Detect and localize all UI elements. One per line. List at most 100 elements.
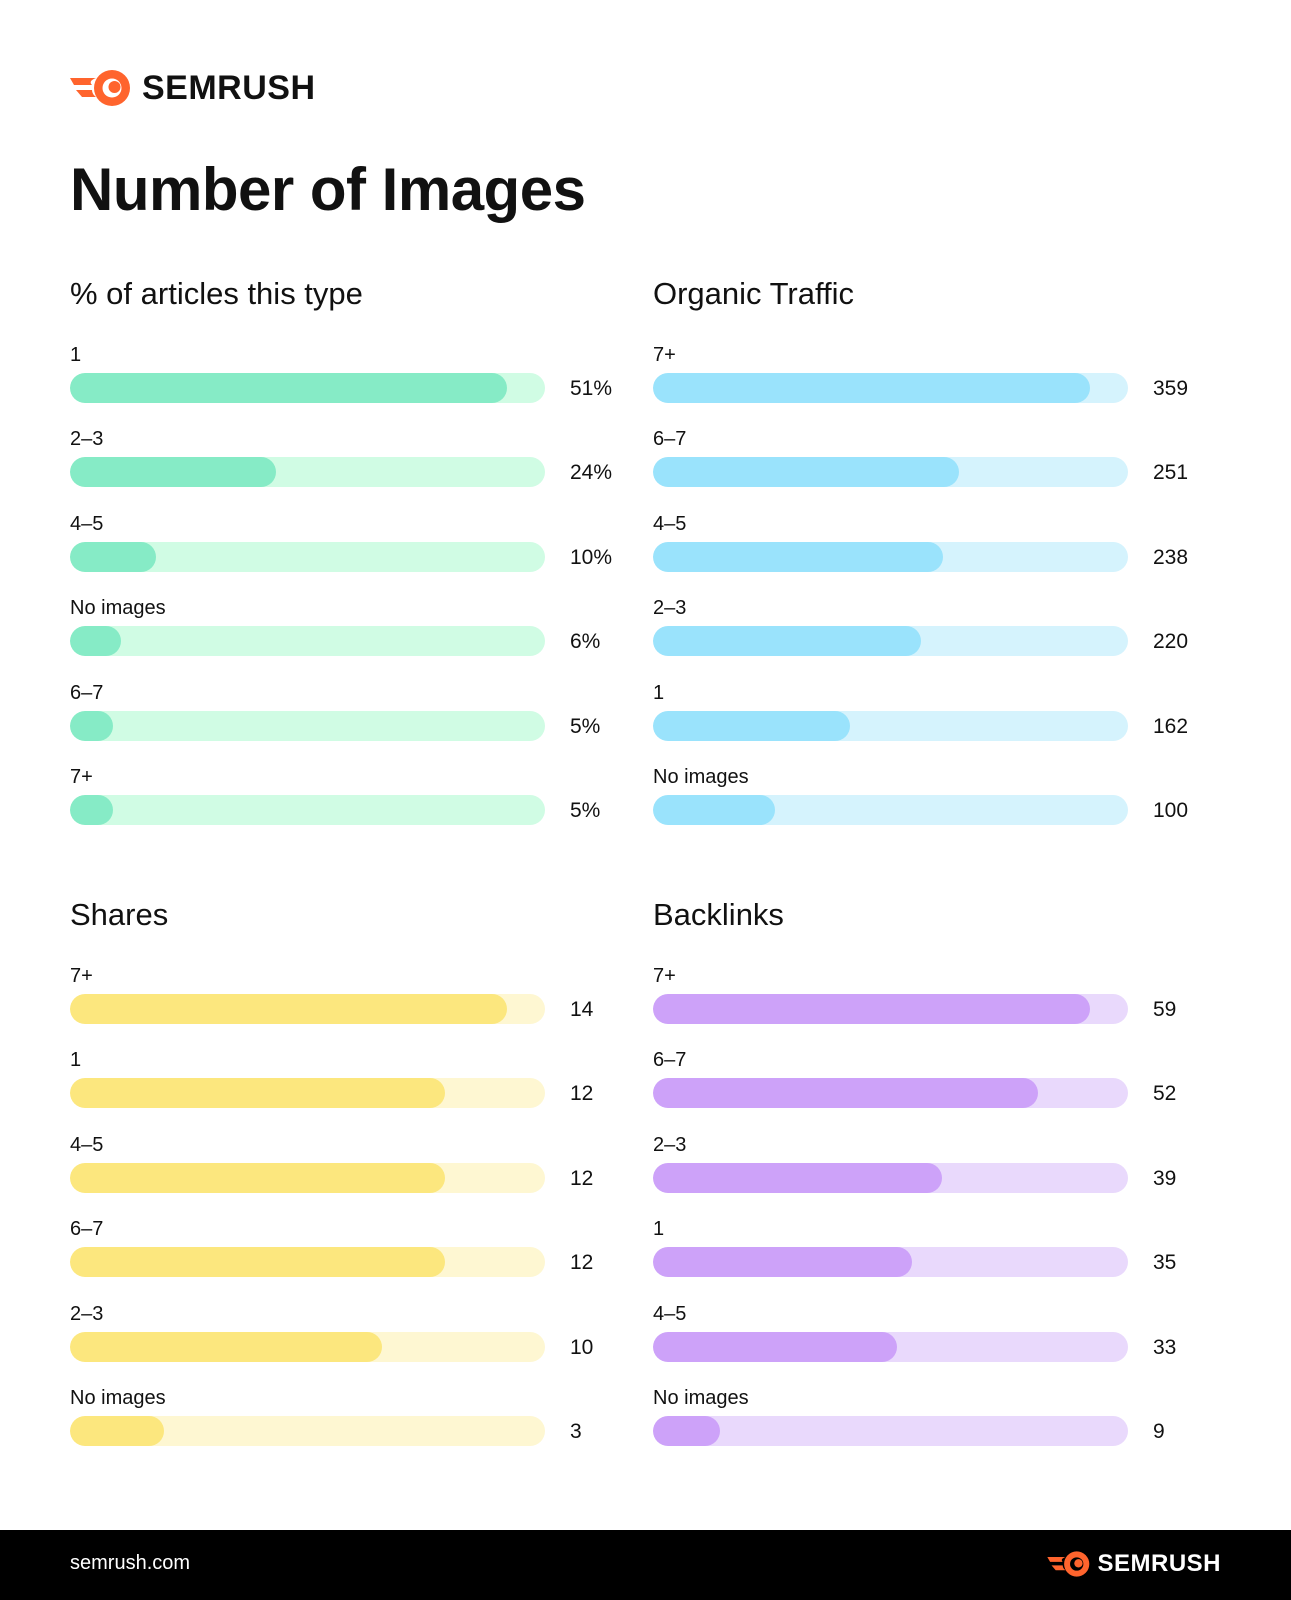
bar-row: No images 3 xyxy=(70,1388,630,1472)
bar xyxy=(70,1162,445,1193)
bar-value-label: 10 xyxy=(570,1335,594,1359)
bar-track xyxy=(653,1416,1128,1446)
bar xyxy=(70,626,121,657)
bar-row: 7+ 359 xyxy=(653,345,1213,429)
page-title: Number of Images xyxy=(70,156,586,223)
bar-category-label: 1 xyxy=(70,1049,82,1072)
bar xyxy=(70,1416,164,1446)
semrush-logo: SEMRUSH xyxy=(70,68,316,108)
bar-category-label: 4–5 xyxy=(70,512,104,535)
bar xyxy=(70,1247,445,1278)
bar xyxy=(653,1078,1038,1109)
footer: semrush.com SEMRUSH xyxy=(0,1530,1291,1600)
bar-category-label: 4–5 xyxy=(653,512,687,535)
bar-value-label: 6% xyxy=(570,630,601,654)
bar xyxy=(70,541,156,572)
bar-value-label: 33 xyxy=(1153,1335,1177,1359)
bar xyxy=(653,373,1090,403)
bar-category-label: 2–3 xyxy=(70,428,104,451)
bar xyxy=(653,1162,942,1193)
bar-row: No images 100 xyxy=(653,767,1213,851)
bar-track xyxy=(653,1247,1128,1278)
bar xyxy=(70,1078,445,1109)
footer-semrush-logo: SEMRUSH xyxy=(1047,1550,1221,1578)
bar xyxy=(70,795,113,825)
bar xyxy=(653,457,959,488)
bar-value-label: 10% xyxy=(570,545,613,569)
bar-track xyxy=(653,373,1128,403)
bar-category-label: 7+ xyxy=(653,965,676,987)
bar xyxy=(653,1416,720,1446)
bar-value-label: 12 xyxy=(570,1251,594,1275)
bar-row: No images 9 xyxy=(653,1388,1213,1472)
bar-category-label: 1 xyxy=(653,1218,665,1241)
bar-category-label: 6–7 xyxy=(653,428,687,451)
articles-share-title: % of articles this type xyxy=(70,276,363,311)
bar-track xyxy=(70,541,545,572)
bar-track xyxy=(653,457,1128,488)
bar-row: 4–5 10% xyxy=(70,514,630,598)
bar-value-label: 39 xyxy=(1153,1166,1177,1190)
bar-track xyxy=(70,1078,545,1109)
bar-value-label: 359 xyxy=(1153,377,1189,400)
bar-track xyxy=(70,1247,545,1278)
bar-value-label: 251 xyxy=(1153,461,1189,485)
bar-value-label: 12 xyxy=(570,1166,594,1190)
bar-category-label: No images xyxy=(70,1387,166,1409)
bar-row: 2–3 220 xyxy=(653,598,1213,682)
bar-track xyxy=(653,1162,1128,1193)
footer-url[interactable]: semrush.com xyxy=(70,1552,191,1574)
bar-value-label: 35 xyxy=(1153,1251,1177,1275)
bar-track xyxy=(70,626,545,657)
bar-category-label: 6–7 xyxy=(70,681,104,704)
bar xyxy=(653,1331,897,1362)
bar-row: 7+ 14 xyxy=(70,966,630,1050)
bar-category-label: 1 xyxy=(653,681,665,704)
bar xyxy=(653,994,1090,1024)
bar-row: 1 35 xyxy=(653,1219,1213,1303)
bar-row: 6–7 12 xyxy=(70,1219,630,1303)
bar-track xyxy=(653,795,1128,825)
bar-value-label: 59 xyxy=(1153,998,1177,1021)
bar-category-label: No images xyxy=(653,1387,749,1409)
bar-row: 6–7 5% xyxy=(70,683,630,767)
semrush-flame-icon xyxy=(70,70,130,106)
bar-category-label: 7+ xyxy=(653,344,676,366)
bar-category-label: 1 xyxy=(70,344,82,366)
bar-value-label: 5% xyxy=(570,799,601,822)
bar-row: 4–5 238 xyxy=(653,514,1213,598)
backlinks-title: Backlinks xyxy=(653,897,784,932)
bar xyxy=(653,795,775,825)
bar-value-label: 14 xyxy=(570,998,594,1021)
bar-value-label: 220 xyxy=(1153,630,1189,654)
bar-category-label: 6–7 xyxy=(653,1049,687,1072)
bar xyxy=(653,541,943,572)
bar-track xyxy=(70,1162,545,1193)
bar-track xyxy=(653,994,1128,1024)
bar-value-label: 12 xyxy=(570,1082,594,1106)
semrush-flame-icon xyxy=(1047,1551,1090,1577)
bar-row: 2–3 39 xyxy=(653,1135,1213,1219)
bar-row: 1 162 xyxy=(653,683,1213,767)
bar-row: 2–3 10 xyxy=(70,1304,630,1388)
bar-track xyxy=(653,1331,1128,1362)
bar-track xyxy=(70,795,545,825)
bar xyxy=(653,1247,912,1278)
bar-row: 7+ 59 xyxy=(653,966,1213,1050)
bar-category-label: 7+ xyxy=(70,766,93,788)
bar xyxy=(653,710,850,741)
bar-track xyxy=(70,994,545,1024)
bar-row: 1 51% xyxy=(70,345,630,429)
bar-value-label: 238 xyxy=(1153,545,1189,569)
bar-value-label: 100 xyxy=(1153,799,1189,822)
bar-track xyxy=(70,457,545,488)
bar-category-label: No images xyxy=(70,597,166,620)
bar-value-label: 24% xyxy=(570,461,613,485)
bar-category-label: 4–5 xyxy=(653,1302,687,1325)
bar-value-label: 52 xyxy=(1153,1082,1177,1106)
bar xyxy=(70,1331,382,1362)
bar-track xyxy=(653,626,1128,657)
footer-brand-name: SEMRUSH xyxy=(1097,1550,1221,1577)
bar-row: No images 6% xyxy=(70,598,630,682)
bar-track xyxy=(70,710,545,741)
